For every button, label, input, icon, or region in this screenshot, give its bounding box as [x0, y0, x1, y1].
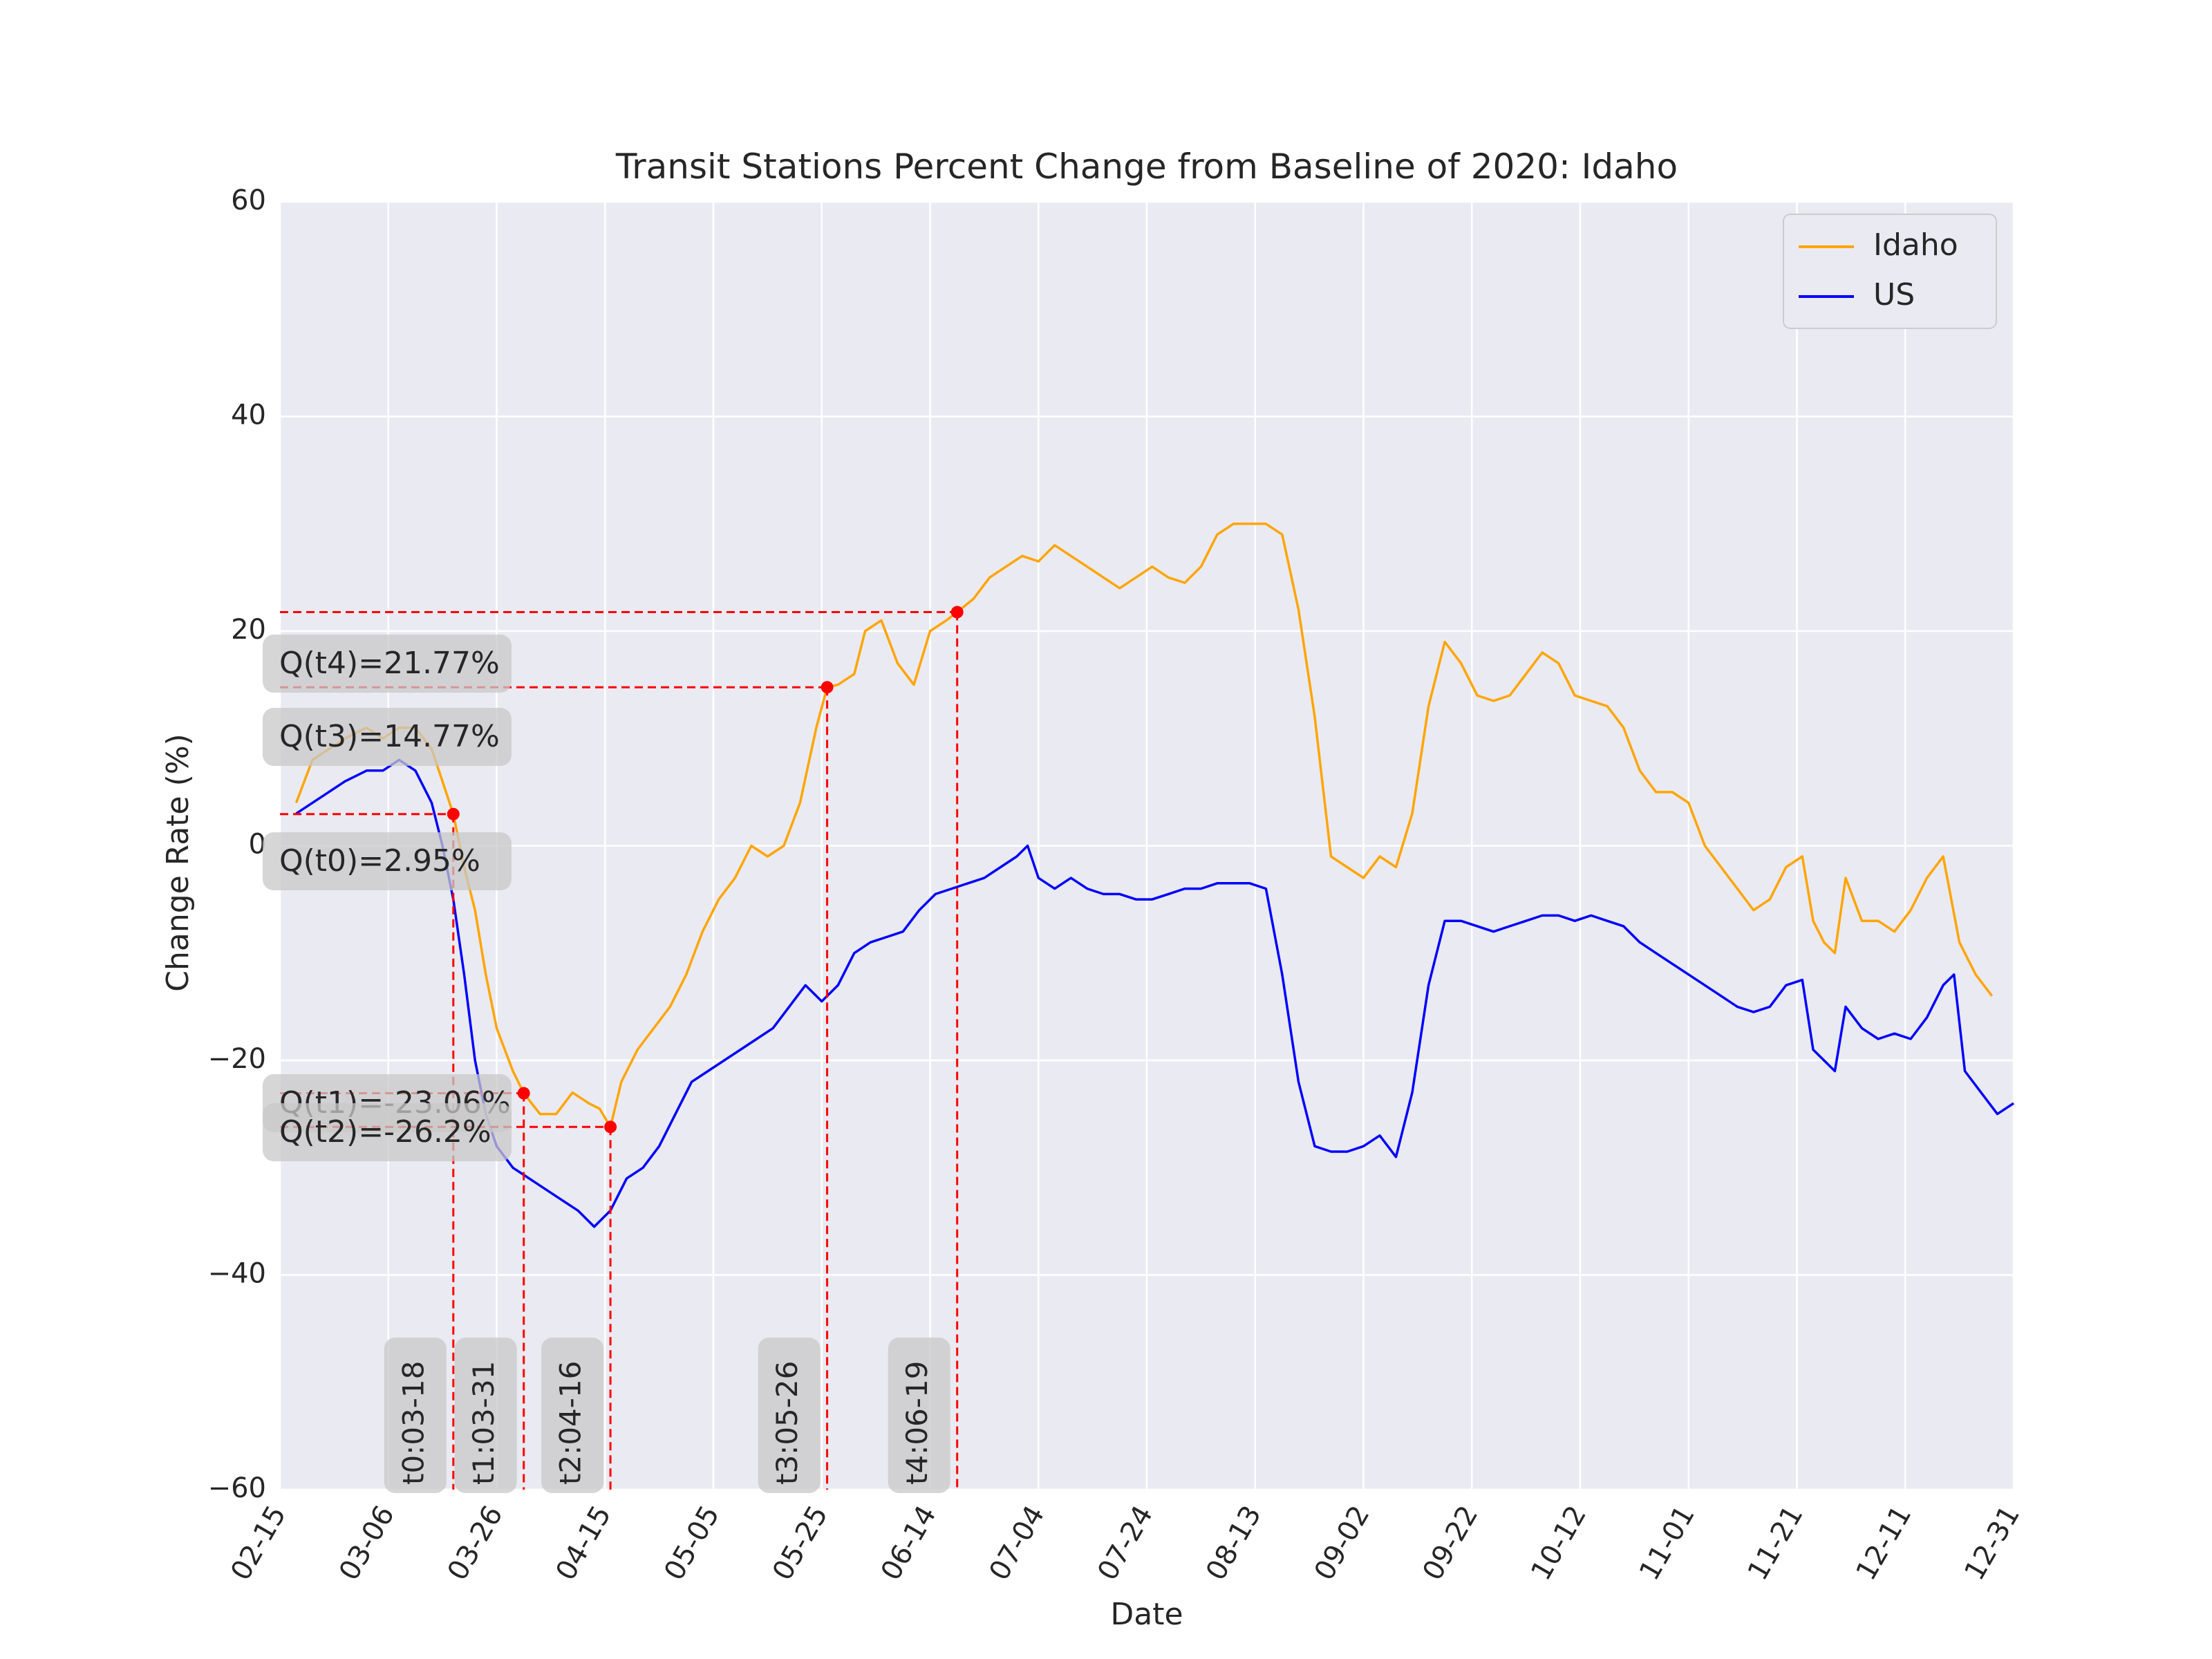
- series-line-us: [295, 758, 2014, 1228]
- annotation-marker: [950, 606, 964, 619]
- annotation-marker: [821, 681, 834, 694]
- annotation-marker: [604, 1121, 617, 1134]
- x-axis-label: Date: [1110, 1597, 1183, 1632]
- legend-label-us: US: [1873, 277, 1915, 312]
- date-label-box: [384, 1338, 447, 1493]
- date-label-box: [454, 1338, 517, 1493]
- date-label-box: [888, 1338, 950, 1493]
- value-label-box: [263, 1103, 512, 1161]
- annotation-date-label: t1:03-31: [467, 1361, 500, 1485]
- annotation-date-label: t2:04-16: [554, 1361, 588, 1485]
- value-label-box: [263, 832, 512, 890]
- y-axis-label: Change Rate (%): [160, 733, 196, 991]
- annotation-value-label: Q(t2)=-26.2%: [279, 1114, 491, 1150]
- value-label-box: [263, 708, 512, 766]
- annotation-marker: [447, 807, 460, 821]
- y-tick-label: 60: [231, 185, 266, 216]
- legend-box: [1783, 214, 1997, 329]
- annotation-value-label: Q(t3)=14.77%: [279, 719, 500, 754]
- y-tick-label: −20: [208, 1043, 266, 1075]
- y-tick-label: −60: [208, 1472, 266, 1504]
- y-tick-label: 20: [231, 614, 266, 646]
- y-tick-label: 40: [231, 400, 266, 431]
- annotation-value-label: Q(t4)=21.77%: [279, 646, 500, 681]
- series-line-idaho: [294, 523, 1994, 1129]
- y-tick-label: −40: [208, 1258, 266, 1290]
- annotation-date-label: t0:03-18: [396, 1361, 430, 1485]
- annotation-date-label: t3:05-26: [770, 1361, 804, 1485]
- value-label-box: [263, 635, 512, 693]
- date-label-box: [758, 1338, 821, 1493]
- annotation-date-label: t4:06-19: [900, 1361, 934, 1485]
- legend-label-idaho: Idaho: [1873, 227, 1958, 263]
- annotation-value-label: Q(t0)=2.95%: [279, 843, 480, 879]
- date-label-box: [541, 1338, 604, 1493]
- chart-title: Transit Stations Percent Change from Bas…: [615, 147, 1678, 187]
- annotation-marker: [517, 1087, 530, 1100]
